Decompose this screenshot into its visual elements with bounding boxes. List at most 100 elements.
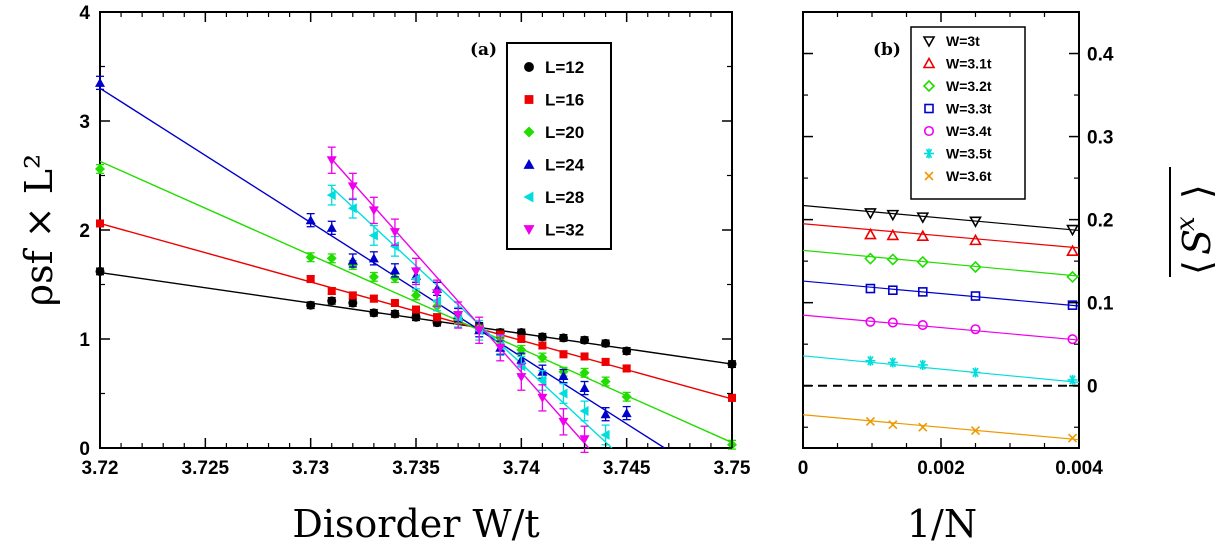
legend-entry-W=3.6t: W=3.6t bbox=[924, 168, 992, 184]
data-point bbox=[517, 335, 526, 343]
panel-b-data-points bbox=[864, 208, 1079, 443]
data-point bbox=[559, 350, 568, 359]
data-point bbox=[917, 320, 928, 331]
data-point bbox=[622, 364, 631, 373]
x-tick-label: 3.745 bbox=[603, 458, 651, 479]
data-point bbox=[369, 294, 378, 303]
y-tick-label: 2 bbox=[79, 221, 90, 242]
panel-a-data-points bbox=[95, 75, 737, 454]
y-tick-label: 0.2 bbox=[1087, 211, 1113, 232]
legend-marker bbox=[524, 95, 534, 104]
data-point bbox=[865, 283, 876, 294]
legend-label: W=3.3t bbox=[946, 101, 992, 117]
data-point bbox=[389, 272, 400, 283]
legend-label: L=12 bbox=[545, 58, 584, 77]
data-point bbox=[306, 275, 315, 284]
y-tick-label: 3 bbox=[79, 112, 90, 133]
panel-b-x-ticks: 0 0.002 0.004 bbox=[798, 12, 1103, 479]
data-point bbox=[558, 371, 569, 381]
panel-b-xlabel: 1/N bbox=[907, 502, 977, 546]
data-point bbox=[347, 203, 357, 214]
panel-b-fit-lines bbox=[802, 204, 1080, 441]
panel-b-label: (b) bbox=[873, 40, 901, 60]
data-point bbox=[1066, 270, 1079, 284]
data-point bbox=[347, 182, 358, 192]
x-tick-label: 3.74 bbox=[503, 458, 540, 479]
legend-label: L=20 bbox=[545, 123, 584, 142]
data-point bbox=[537, 332, 547, 342]
data-point bbox=[411, 290, 421, 301]
data-point bbox=[326, 156, 337, 166]
data-point bbox=[916, 229, 930, 242]
svg-text:S: S bbox=[1175, 229, 1219, 255]
data-point bbox=[305, 215, 316, 225]
svg-text:⟨: ⟨ bbox=[1175, 260, 1219, 275]
legend-marker bbox=[523, 126, 535, 138]
data-point bbox=[970, 425, 981, 436]
data-point bbox=[621, 408, 632, 418]
data-point bbox=[474, 326, 485, 336]
data-point bbox=[916, 255, 929, 269]
legend-marker bbox=[924, 148, 934, 159]
legend-label: W=3.4t bbox=[946, 123, 992, 139]
x-tick-label: 3.75 bbox=[714, 458, 751, 479]
legend-label: L=24 bbox=[545, 156, 585, 175]
data-point bbox=[453, 311, 464, 321]
data-point bbox=[537, 393, 548, 403]
data-point bbox=[917, 359, 928, 370]
legend-label: W=3.2t bbox=[946, 78, 992, 94]
data-point bbox=[368, 206, 379, 216]
data-point bbox=[327, 296, 337, 306]
legend-label: L=28 bbox=[545, 188, 584, 207]
data-point bbox=[537, 352, 548, 363]
data-point bbox=[970, 367, 981, 378]
data-point bbox=[389, 265, 400, 275]
panel-a-legend: L=12 L=16 L=20 L=24 L=28 L=32 bbox=[506, 42, 612, 250]
legend-label: W=3t bbox=[946, 33, 980, 49]
data-point bbox=[600, 409, 611, 419]
data-point bbox=[327, 287, 336, 296]
data-point bbox=[432, 289, 443, 299]
data-point bbox=[368, 253, 379, 263]
data-point bbox=[348, 291, 357, 300]
legend-marker bbox=[523, 225, 535, 235]
legend-entry-L=12: L=12 bbox=[524, 58, 584, 77]
data-point bbox=[390, 299, 399, 308]
legend-entry-W=3.5t: W=3.5t bbox=[924, 146, 992, 162]
legend-entry-L=16: L=16 bbox=[524, 91, 584, 110]
y-tick-label: 0.1 bbox=[1087, 294, 1114, 315]
fit-line-L=28 bbox=[331, 186, 613, 449]
data-point bbox=[368, 271, 379, 282]
panel-a: 3.72 3.725 3.73 3.735 3.74 3.745 3.75 0 1 2 3 4 (a… bbox=[17, 3, 751, 546]
data-point bbox=[306, 300, 316, 310]
legend-entry-L=20: L=20 bbox=[523, 123, 584, 142]
data-point bbox=[727, 359, 737, 369]
fit-line-L=24 bbox=[99, 87, 665, 449]
data-point bbox=[412, 305, 420, 314]
panel-b: 0 0.002 0.004 0 0.1 0.2 0.3 0.4 (b) W=3t W=3.1t… bbox=[798, 11, 1219, 546]
y-tick-label: 0.4 bbox=[1087, 45, 1114, 66]
data-point bbox=[600, 429, 610, 440]
fit-line-W=3.2t bbox=[802, 249, 1080, 277]
data-point bbox=[95, 77, 105, 87]
x-tick-label: 0 bbox=[798, 458, 809, 479]
data-point bbox=[516, 373, 527, 383]
legend-entry-W=3.3t: W=3.3t bbox=[924, 101, 992, 117]
data-point bbox=[1066, 224, 1079, 237]
legend-label: W=3.1t bbox=[946, 56, 992, 72]
x-tick-label: 3.735 bbox=[392, 458, 440, 479]
panel-a-x-ticks: 3.72 3.725 3.73 3.735 3.74 3.745 3.75 bbox=[82, 12, 751, 479]
data-point bbox=[369, 308, 379, 318]
data-point bbox=[347, 255, 358, 265]
data-point bbox=[865, 355, 876, 366]
data-point bbox=[411, 267, 421, 277]
data-point bbox=[1067, 374, 1078, 385]
data-point bbox=[888, 420, 898, 430]
data-point bbox=[601, 338, 611, 348]
data-point bbox=[864, 227, 877, 240]
legend-marker bbox=[922, 36, 936, 48]
data-point bbox=[558, 417, 569, 427]
data-point bbox=[969, 216, 982, 228]
data-point bbox=[887, 357, 898, 368]
data-point bbox=[537, 375, 547, 386]
